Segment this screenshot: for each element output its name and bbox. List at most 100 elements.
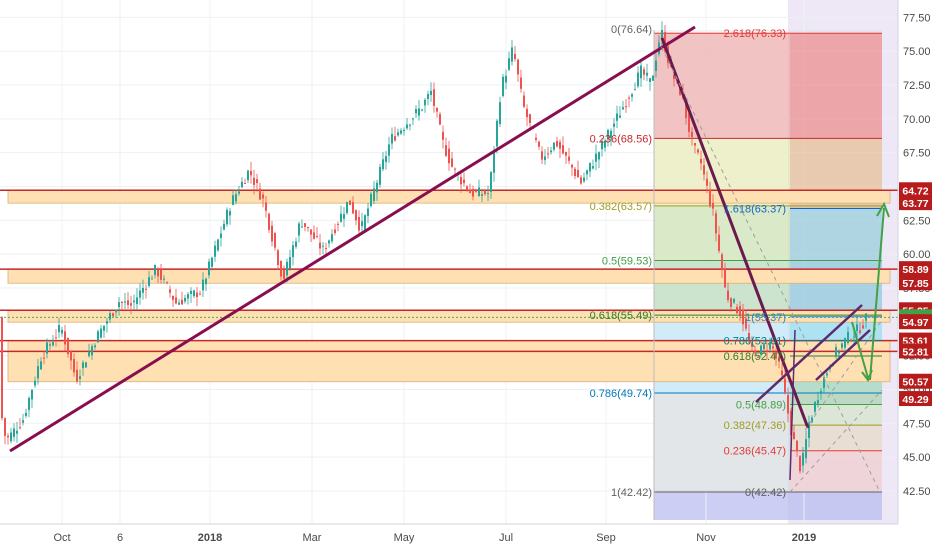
candle-body [478,187,480,197]
candle-body [700,159,702,164]
candle-body [439,114,441,125]
candle-body [157,269,159,277]
sr-zone [7,268,891,284]
candle-body [706,178,708,186]
candle-body [37,366,39,379]
candle-body [40,361,42,370]
candle-body [154,264,156,275]
candle-body [406,124,408,129]
candle-body [385,156,387,162]
candle-body [346,201,348,213]
price-tag [899,314,932,330]
candle-body [565,152,567,156]
candle-body [22,420,24,423]
candle-body [34,380,36,386]
candle-body [97,331,99,343]
projection-arrow-up [869,207,885,381]
candle-body [247,170,249,181]
candle-body [73,358,75,373]
candle-body [136,297,138,305]
candle-body [775,352,777,359]
candle-body [466,186,468,191]
x-tick-label: May [394,532,415,544]
candle-body [49,344,51,346]
candle-body [199,293,201,295]
price-tag [899,373,932,389]
candle-body [583,177,585,182]
fib-ext-label: 0.618(52.47) [724,351,786,363]
candle-body [295,241,297,247]
candle-body [67,337,69,355]
candle-body [697,149,699,153]
sr-zone [7,351,891,383]
candle-body [562,145,564,154]
candle-body [274,232,276,248]
fib-level-label: 0.382(63.57) [590,201,652,213]
candle-body [802,452,804,466]
candle-body [238,191,240,194]
candle-body [787,394,789,414]
y-tick-label: 47.50 [903,418,931,430]
candle-body [337,223,339,225]
price-tag [899,261,932,277]
candle-body [265,202,267,211]
candle-body [202,279,204,291]
candle-body [82,362,84,368]
price-tag [899,391,932,407]
y-tick-label: 60.00 [903,249,931,261]
candle-body [625,106,627,108]
candle-body [223,223,225,230]
x-tick-label: Jul [499,532,513,544]
candle-body [130,303,132,306]
candle-body [70,351,72,361]
candle-body [499,102,501,124]
candle-body [61,329,63,334]
fib-ext-label: 0.786(53.61) [724,336,786,348]
candle-body [13,428,15,437]
y-tick-label: 72.50 [903,80,931,92]
candle-body [262,194,264,199]
candle-body [820,391,822,393]
candle-body [301,226,303,228]
candle-body [481,194,483,196]
candle-body [508,58,510,70]
y-tick-label: 67.50 [903,148,931,160]
candle-body [253,177,255,185]
candle-body [382,159,384,170]
candle-body [454,168,456,170]
candle-body [745,318,747,329]
candle-body [730,298,732,307]
candle-body [244,182,246,184]
candle-body [598,152,600,160]
fib-ext-label: 1(55.37) [745,312,786,324]
candle-body [100,328,102,338]
candle-body [388,144,390,156]
candle-body [415,109,417,114]
candle-body [826,373,828,376]
candle-body [340,213,342,222]
candle-body [325,248,327,250]
candle-body [319,242,321,249]
candle-body [175,297,177,304]
candle-body [217,239,219,251]
candle-body [805,439,807,459]
candle-body [727,290,729,301]
candle-body [502,76,504,97]
candle-body [400,130,402,134]
candle-body [754,350,756,352]
fib-level-label: 1(42.42) [611,487,652,499]
sr-zone [7,189,891,204]
candle-body [343,214,345,219]
candle-body [64,331,66,345]
x-tick-label: Mar [303,532,322,544]
candle-body [394,136,396,141]
candle-body [538,141,540,147]
candle-body [358,216,360,231]
channel-lower [815,329,871,381]
candle-body [736,306,738,314]
candle-body [472,188,474,197]
candle-body [547,153,549,155]
candle-body [166,282,168,284]
candle-body [610,130,612,138]
